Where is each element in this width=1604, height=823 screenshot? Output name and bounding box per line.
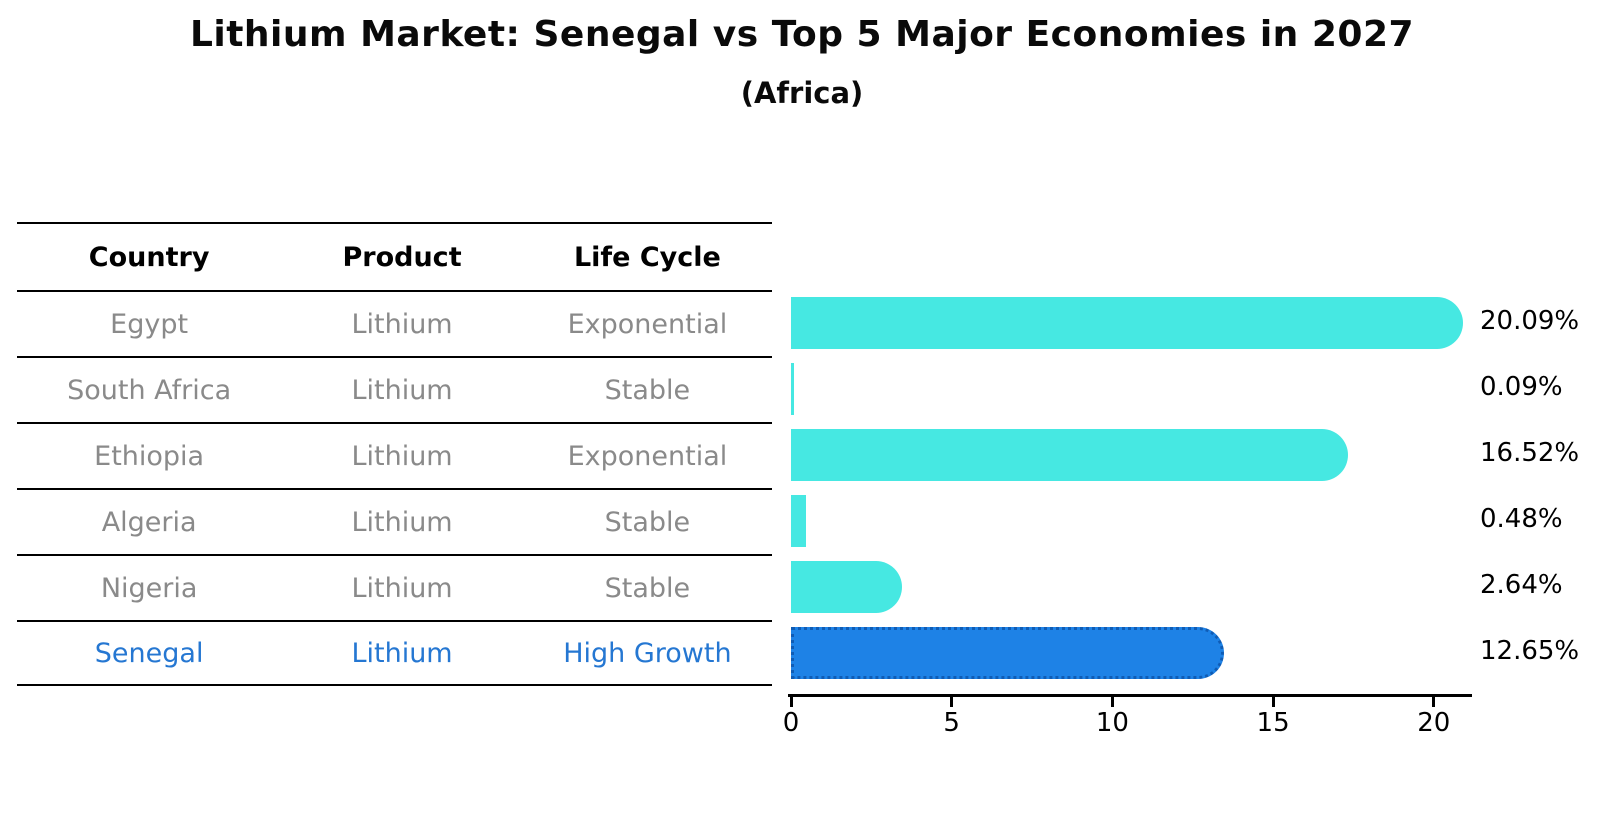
x-axis-line bbox=[788, 694, 1472, 697]
bar-south-africa bbox=[791, 363, 794, 415]
value-label-senegal: 12.65% bbox=[1480, 636, 1580, 666]
value-label-nigeria: 2.64% bbox=[1480, 570, 1563, 600]
product-cell: Lithium bbox=[351, 440, 453, 472]
product-cell: Lithium bbox=[351, 308, 453, 340]
bar-egypt bbox=[791, 297, 1463, 349]
bar-row-ethiopia: 16.52% bbox=[791, 422, 1604, 488]
x-axis-tick bbox=[789, 697, 793, 707]
table-row-nigeria: Nigeria Lithium Stable bbox=[17, 554, 772, 620]
country-cell: Nigeria bbox=[100, 572, 198, 604]
product-cell: Lithium bbox=[351, 506, 453, 538]
column-header-country: Country bbox=[88, 241, 210, 273]
bar-row-algeria: 0.48% bbox=[791, 488, 1604, 554]
column-header-life-cycle: Life Cycle bbox=[573, 241, 721, 273]
value-label-south-africa: 0.09% bbox=[1480, 372, 1563, 402]
x-axis-tick-label: 5 bbox=[943, 708, 960, 738]
country-cell: Egypt bbox=[110, 308, 189, 340]
chart-subtitle: (Africa) bbox=[740, 76, 864, 110]
x-axis-tick-label: 20 bbox=[1417, 708, 1451, 738]
country-table: Country Product Life Cycle Egypt Lithium… bbox=[17, 222, 772, 686]
x-axis-tick bbox=[950, 697, 954, 707]
x-axis-tick-label: 15 bbox=[1256, 708, 1290, 738]
value-label-egypt: 20.09% bbox=[1480, 306, 1580, 336]
table-row-south-africa: South Africa Lithium Stable bbox=[17, 356, 772, 422]
x-axis-tick-label: 0 bbox=[782, 708, 800, 738]
product-cell: Lithium bbox=[351, 374, 453, 406]
table-row-ethiopia: Ethiopia Lithium Exponential bbox=[17, 422, 772, 488]
bar-senegal-highlighted bbox=[791, 627, 1224, 679]
country-cell: South Africa bbox=[67, 374, 232, 406]
table-row-algeria: Algeria Lithium Stable bbox=[17, 488, 772, 554]
bar-row-nigeria: 2.64% bbox=[791, 554, 1604, 620]
life-cycle-cell: Exponential bbox=[567, 440, 728, 472]
table-row-egypt: Egypt Lithium Exponential bbox=[17, 290, 772, 356]
chart-title: Lithium Market: Senegal vs Top 5 Major E… bbox=[189, 14, 1415, 55]
bar-row-senegal: 12.65% bbox=[791, 620, 1604, 686]
bar-plot: 20.09% 0.09% 16.52% 0.48% 2.64% 12.65% bbox=[791, 290, 1604, 686]
x-axis-tick bbox=[1110, 697, 1114, 707]
life-cycle-cell: Stable bbox=[604, 506, 691, 538]
country-cell: Algeria bbox=[101, 506, 197, 538]
life-cycle-cell: Exponential bbox=[567, 308, 728, 340]
table-header-row: Country Product Life Cycle bbox=[17, 222, 772, 290]
value-label-algeria: 0.48% bbox=[1480, 504, 1563, 534]
product-cell: Lithium bbox=[351, 637, 453, 669]
x-axis-tick bbox=[1271, 697, 1275, 707]
x-axis: 0 5 10 15 20 bbox=[783, 694, 1472, 744]
country-cell: Ethiopia bbox=[94, 440, 205, 472]
bar-nigeria bbox=[791, 561, 902, 613]
value-label-ethiopia: 16.52% bbox=[1480, 438, 1580, 468]
bar-row-south-africa: 0.09% bbox=[791, 356, 1604, 422]
country-cell: Senegal bbox=[94, 637, 204, 669]
product-cell: Lithium bbox=[351, 572, 453, 604]
life-cycle-cell: High Growth bbox=[563, 637, 732, 669]
table-row-senegal: Senegal Lithium High Growth bbox=[17, 620, 772, 686]
bar-row-egypt: 20.09% bbox=[791, 290, 1604, 356]
bar-ethiopia bbox=[791, 429, 1348, 481]
life-cycle-cell: Stable bbox=[604, 572, 691, 604]
x-axis-tick-label: 10 bbox=[1095, 708, 1129, 738]
x-axis-tick bbox=[1432, 697, 1436, 707]
column-header-product: Product bbox=[342, 241, 462, 273]
bar-algeria bbox=[791, 495, 807, 547]
life-cycle-cell: Stable bbox=[604, 374, 691, 406]
